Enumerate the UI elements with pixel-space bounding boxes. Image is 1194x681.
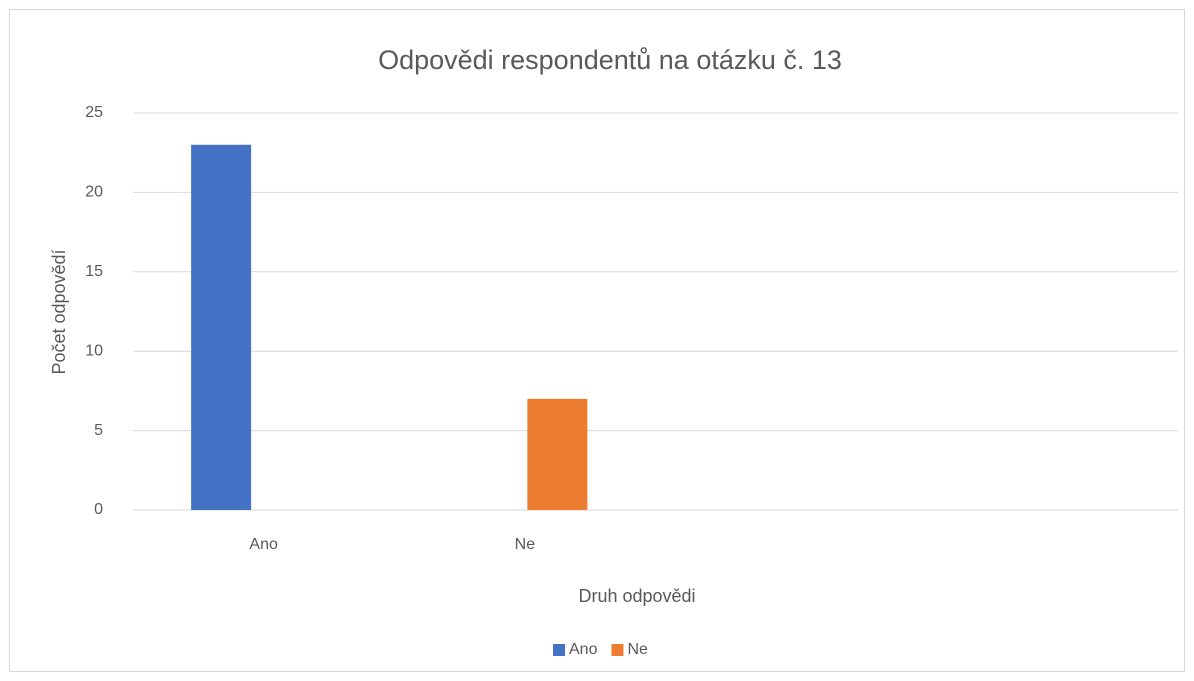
y-tick-label: 25: [85, 104, 103, 121]
y-tick-label: 10: [85, 342, 103, 359]
x-tick-label: Ano: [249, 536, 278, 553]
bar: [191, 144, 252, 510]
chart-border: [9, 9, 1185, 672]
legend-swatch: [611, 644, 624, 656]
x-axis-label: Druh odpovědi: [578, 586, 695, 606]
y-tick-label: 15: [85, 263, 103, 280]
y-tick-label: 0: [94, 501, 103, 518]
chart-title: Odpovědi respondentů na otázku č. 13: [378, 45, 842, 75]
legend-label: Ano: [569, 641, 598, 658]
y-tick-label: 20: [85, 184, 103, 201]
legend-swatch: [553, 644, 565, 656]
legend-label: Ne: [627, 641, 648, 658]
x-tick-label: Ne: [515, 536, 536, 553]
y-tick-label: 5: [94, 422, 103, 439]
y-axis-label: Počet odpovědí: [49, 249, 69, 374]
bar: [527, 398, 588, 510]
